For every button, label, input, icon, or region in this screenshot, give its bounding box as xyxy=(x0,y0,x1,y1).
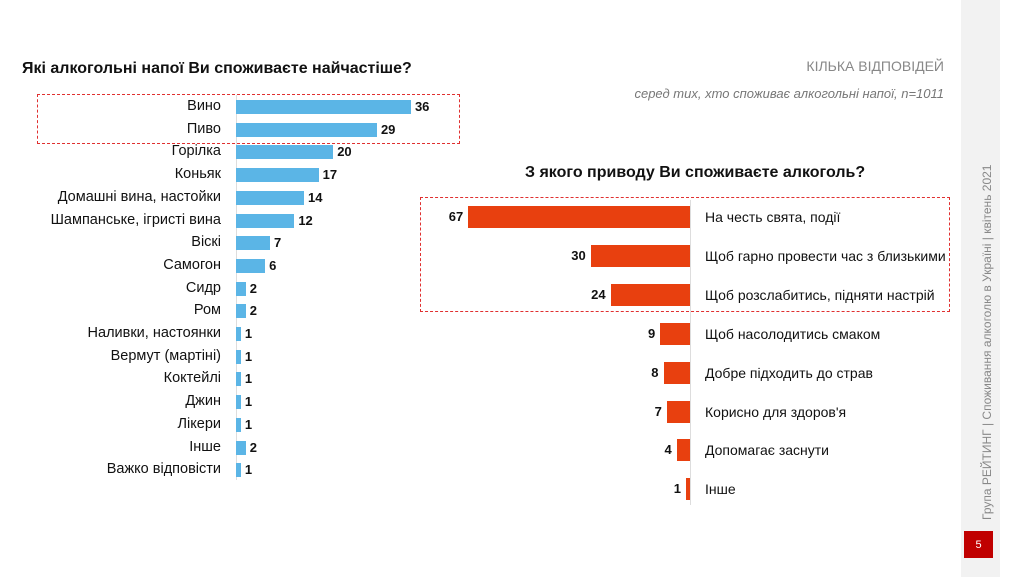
category-label: Корисно для здоров'я xyxy=(705,403,847,420)
category-label: Коктейлі xyxy=(163,370,221,387)
data-label: 1 xyxy=(244,462,253,478)
category-label: Інше xyxy=(189,438,221,455)
bar xyxy=(236,349,241,364)
category-label: Коньяк xyxy=(174,166,221,183)
data-label: 8 xyxy=(651,364,659,380)
bar xyxy=(236,122,377,137)
bar xyxy=(236,258,266,273)
data-label: 30 xyxy=(571,247,586,263)
bar xyxy=(660,322,690,345)
footer-text: Група РЕЙТИНГ | Споживання алкоголю в Ук… xyxy=(980,164,994,520)
bar xyxy=(236,190,305,205)
data-label: 1 xyxy=(244,394,253,410)
bar xyxy=(236,281,246,296)
bar xyxy=(236,372,241,387)
bar xyxy=(236,395,241,410)
category-label: Вермут (мартіні) xyxy=(110,347,221,364)
data-label: 1 xyxy=(244,348,253,364)
bar xyxy=(236,417,241,432)
bar xyxy=(676,439,690,462)
data-label: 1 xyxy=(673,481,681,497)
data-label: 14 xyxy=(308,189,323,205)
category-label: Допомагає заснути xyxy=(705,442,829,459)
category-label: Щоб насолодитись смаком xyxy=(705,325,881,342)
bar xyxy=(236,213,295,228)
category-label: Віскі xyxy=(191,234,221,251)
data-label: 20 xyxy=(337,144,352,160)
data-label: 12 xyxy=(298,212,313,228)
bar xyxy=(236,440,246,455)
bar xyxy=(236,304,246,319)
bar xyxy=(236,168,319,183)
data-label: 24 xyxy=(591,286,606,302)
page-number: 5 xyxy=(964,531,993,558)
category-label: Ром xyxy=(193,302,221,319)
category-label: Щоб гарно провести час з близькими xyxy=(705,247,946,264)
category-label: Пиво xyxy=(186,120,221,137)
category-label: Горілка xyxy=(171,143,221,160)
category-label: Самогон xyxy=(163,256,221,273)
data-label: 1 xyxy=(244,371,253,387)
category-label: Вино xyxy=(187,98,221,114)
category-label: Наливки, настоянки xyxy=(87,325,221,341)
bar xyxy=(666,400,690,423)
bar xyxy=(236,327,241,341)
data-label: 29 xyxy=(380,121,396,137)
category-label: Джин xyxy=(185,393,221,410)
data-label: 6 xyxy=(269,257,277,273)
sidebar-strip xyxy=(961,0,1000,577)
bar xyxy=(236,236,271,251)
category-label: Сидр xyxy=(185,279,221,296)
highlight-box-reasons xyxy=(420,197,950,312)
bar xyxy=(236,100,411,114)
data-label: 2 xyxy=(249,439,257,455)
data-label: 7 xyxy=(654,403,662,419)
highlight-box-drinks xyxy=(37,94,460,144)
category-label: На честь свята, події xyxy=(705,209,841,225)
category-label: Добре підходить до страв xyxy=(705,364,873,381)
chart2-title: З якого приводу Ви споживаєте алкоголь? xyxy=(525,164,866,181)
bar xyxy=(236,463,241,478)
bar xyxy=(610,283,690,306)
chart1-title: Які алкогольні напої Ви споживаєте найча… xyxy=(22,60,412,77)
bar xyxy=(236,145,334,160)
data-label: 2 xyxy=(249,303,257,319)
data-label: 1 xyxy=(244,326,253,341)
base-note: серед тих, хто споживає алкогольні напої… xyxy=(634,86,944,101)
data-label: 17 xyxy=(322,167,338,183)
category-label: Домашні вина, настойки xyxy=(57,188,221,205)
bar xyxy=(590,244,690,267)
data-label: 36 xyxy=(414,99,430,114)
bar xyxy=(686,478,690,501)
category-label: Шампанське, ігристі вина xyxy=(50,211,221,228)
data-label: 7 xyxy=(274,235,282,251)
category-label: Лікери xyxy=(177,415,221,432)
data-label: 1 xyxy=(244,416,253,432)
multi-answer-note: КІЛЬКА ВІДПОВІДЕЙ xyxy=(806,58,944,74)
category-label: Важко відповісти xyxy=(106,461,221,478)
data-label: 9 xyxy=(647,325,656,341)
axis-line xyxy=(690,200,691,505)
data-label: 2 xyxy=(249,280,257,296)
bar xyxy=(468,206,690,228)
bar xyxy=(663,361,690,384)
category-label: Щоб розслабитись, підняти настрій xyxy=(705,286,935,303)
category-label: Інше xyxy=(705,481,736,498)
data-label: 4 xyxy=(664,442,672,458)
data-label: 67 xyxy=(448,209,464,224)
